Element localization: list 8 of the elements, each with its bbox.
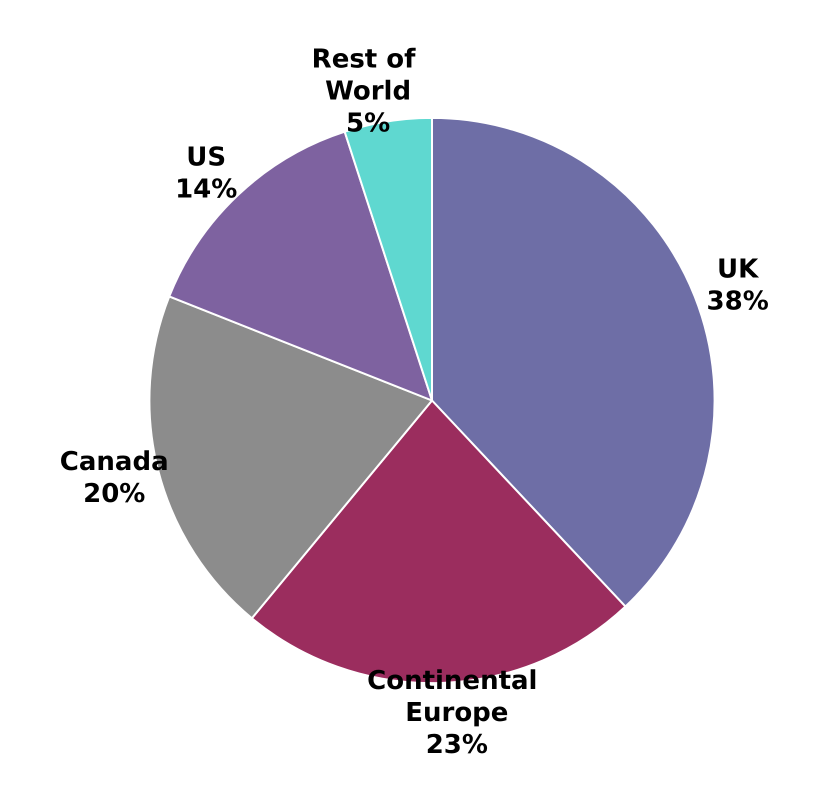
- data-label: 14%: [175, 174, 238, 205]
- data-label: 38%: [706, 286, 769, 316]
- slice-label: UK: [717, 254, 760, 284]
- slice-label: Canada: [60, 447, 169, 478]
- slice-label: Rest of World: [312, 44, 425, 107]
- slice-label: US: [186, 142, 226, 173]
- data-label: 23%: [426, 730, 488, 760]
- data-label: 20%: [83, 479, 146, 510]
